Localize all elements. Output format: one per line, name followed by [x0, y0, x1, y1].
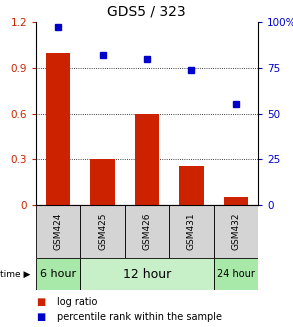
Text: GSM431: GSM431: [187, 213, 196, 250]
Bar: [36, 258, 80, 290]
Text: GDS5 / 323: GDS5 / 323: [107, 5, 186, 19]
Bar: [224, 197, 248, 205]
Text: 12 hour: 12 hour: [123, 267, 171, 281]
Text: log ratio: log ratio: [57, 297, 97, 307]
Bar: [214, 258, 258, 290]
Text: time ▶: time ▶: [0, 269, 30, 279]
Bar: [80, 258, 214, 290]
Text: 24 hour: 24 hour: [217, 269, 255, 279]
Bar: [125, 205, 169, 258]
Bar: [46, 53, 70, 205]
Text: percentile rank within the sample: percentile rank within the sample: [57, 312, 222, 322]
Bar: [179, 166, 204, 205]
Text: GSM424: GSM424: [54, 213, 63, 250]
Text: ■: ■: [36, 297, 45, 307]
Text: ■: ■: [36, 312, 45, 322]
Bar: [90, 159, 115, 205]
Bar: [80, 205, 125, 258]
Text: GSM426: GSM426: [142, 213, 151, 250]
Bar: [214, 205, 258, 258]
Bar: [36, 205, 80, 258]
Bar: [169, 205, 214, 258]
Text: 6 hour: 6 hour: [40, 269, 76, 279]
Bar: [135, 113, 159, 205]
Text: GSM425: GSM425: [98, 213, 107, 250]
Text: GSM432: GSM432: [231, 213, 240, 250]
